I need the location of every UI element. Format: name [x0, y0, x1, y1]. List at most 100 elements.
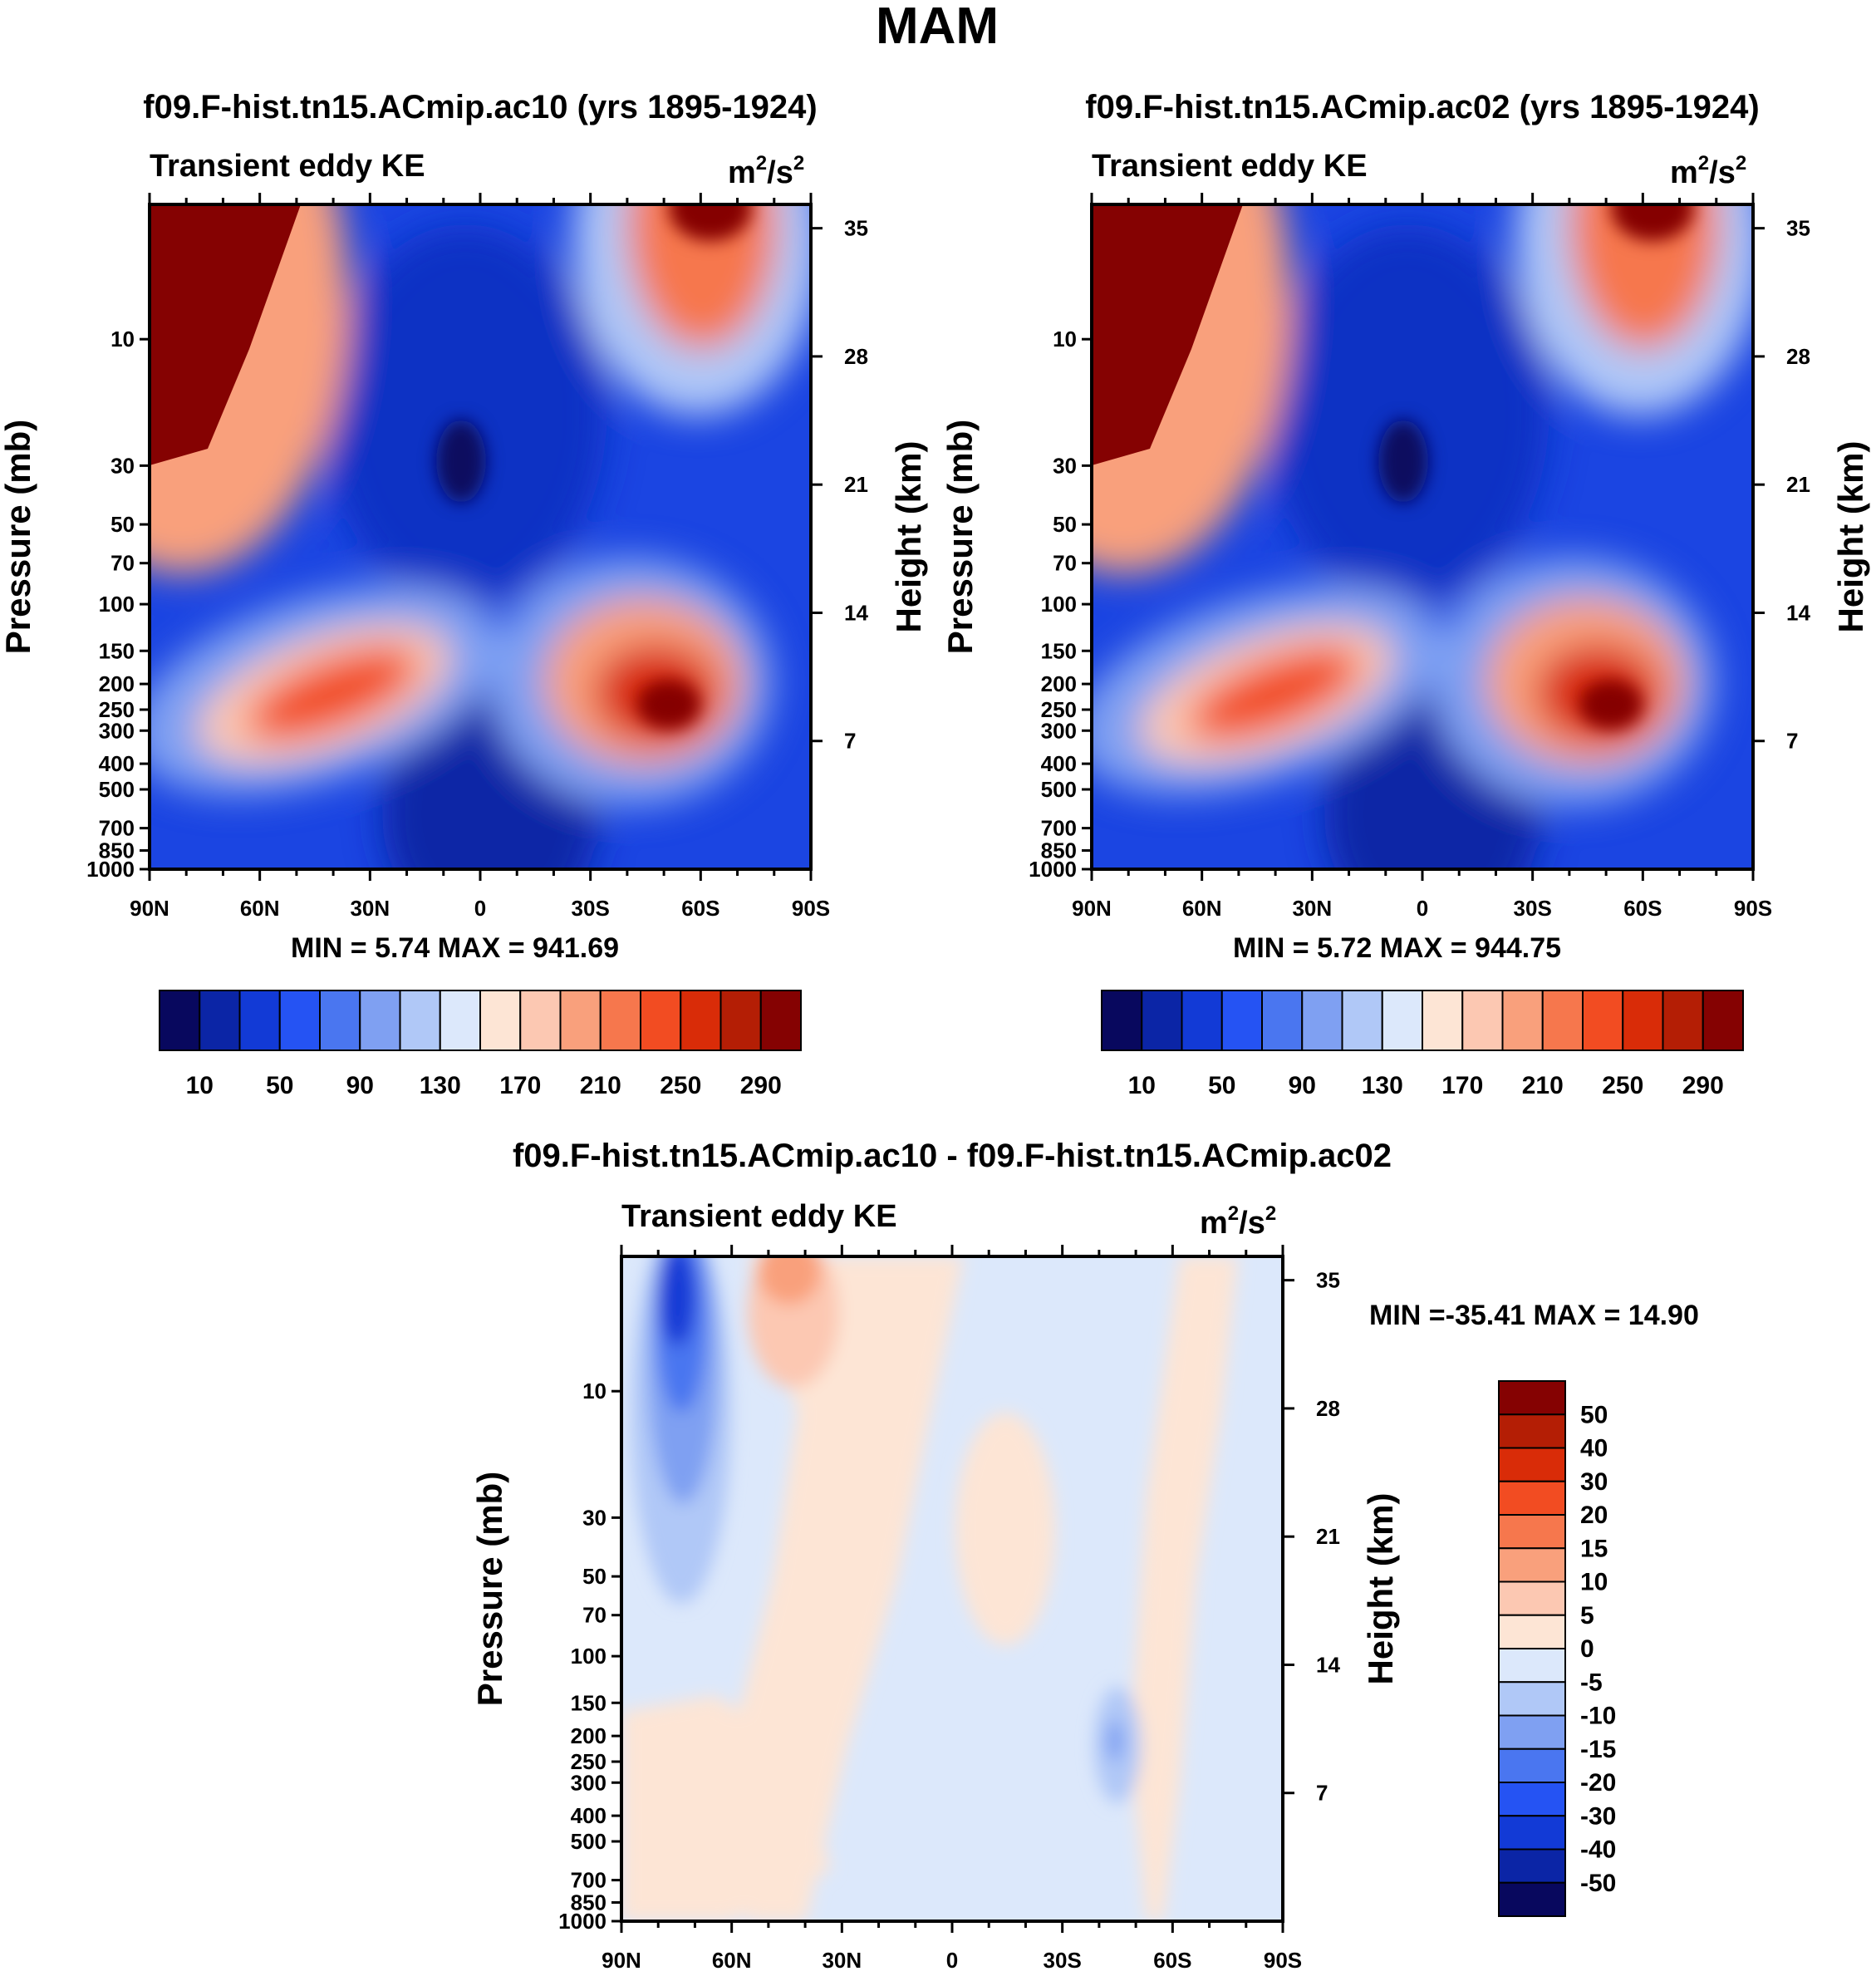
pressure-tick-label: 70: [110, 551, 135, 576]
units-label: m2/s2: [1200, 1202, 1276, 1241]
pressure-tick-label: 30: [582, 1505, 607, 1530]
colorbar-label: -15: [1580, 1736, 1616, 1763]
colorbar-box: [1498, 1580, 1566, 1616]
pressure-tick-label: 850: [571, 1890, 607, 1915]
colorbar-label: 130: [420, 1072, 461, 1099]
height-tick-label: 7: [1316, 1781, 1328, 1806]
pressure-tick-label: 400: [99, 751, 135, 776]
pressure-tick-label: 50: [582, 1564, 607, 1589]
colorbar-box: [599, 990, 641, 1051]
colorbar-label: 15: [1580, 1535, 1608, 1562]
field-nh-strat-max: [1092, 204, 1243, 465]
colorbar-label: 50: [1208, 1072, 1235, 1099]
colorbar-box: [319, 990, 361, 1051]
field-nh-jet-core: [1188, 647, 1361, 740]
colorbar-label: 10: [1128, 1072, 1156, 1099]
field-nh-jet-core: [246, 647, 419, 740]
colorbar-box: [1498, 1413, 1566, 1449]
pressure-tick-label: 150: [99, 638, 135, 663]
colorbar-label: -10: [1580, 1703, 1616, 1730]
colorbar-box: [479, 990, 522, 1051]
pressure-tick-label: 150: [571, 1690, 607, 1715]
field-sh-jet-max: [637, 680, 700, 730]
pressure-tick-label: 150: [1041, 638, 1077, 663]
lat-tick-label: 60N: [240, 896, 280, 921]
field-positive-top-core: [758, 1256, 821, 1305]
lat-tick-label: 60S: [681, 896, 719, 921]
lat-tick-label: 30N: [350, 896, 390, 921]
lat-tick-label: 0: [474, 896, 486, 921]
field-upper-trough: [324, 224, 607, 607]
colorbar-box: [1498, 1648, 1566, 1684]
pressure-tick-label: 50: [1053, 512, 1077, 537]
panel-ac10: f09.F-hist.tn15.ACmip.ac10 (yrs 1895-192…: [0, 89, 928, 1099]
colorbar-box: [1498, 1848, 1566, 1884]
pressure-tick-label: 250: [571, 1749, 607, 1774]
colorbar-box: [1141, 990, 1183, 1051]
colorbar-box: [1341, 990, 1383, 1051]
colorbar-box: [1702, 990, 1744, 1051]
pressure-tick-label: 10: [582, 1379, 607, 1403]
pressure-tick-label: 300: [99, 718, 135, 743]
colorbar-box: [278, 990, 321, 1051]
pressure-tick-label: 250: [99, 697, 135, 722]
height-tick-label: 7: [844, 729, 856, 754]
colorbar-label: 170: [1441, 1072, 1483, 1099]
diff-axis-ticks: 1030507010015020025030040050070085010003…: [558, 1245, 1340, 1973]
height-tick-label: 21: [1316, 1524, 1340, 1549]
lat-tick-label: 90S: [792, 896, 830, 921]
pressure-tick-label: 500: [1041, 777, 1077, 802]
pressure-tick-label: 500: [99, 777, 135, 802]
colorbar-box: [1498, 1380, 1566, 1416]
pressure-tick-label: 200: [571, 1723, 607, 1748]
panel-subtitle: Transient eddy KE: [621, 1199, 897, 1234]
colorbar-label: 10: [186, 1072, 214, 1099]
colorbar-box: [1498, 1480, 1566, 1516]
ylabel-height: Height (km): [1831, 441, 1870, 633]
colorbar-label: 50: [266, 1072, 293, 1099]
height-tick-label: 21: [1786, 472, 1810, 497]
pressure-tick-label: 100: [1041, 592, 1077, 617]
lat-tick-label: 90N: [602, 1948, 641, 1973]
ylabel-pressure: Pressure (mb): [940, 420, 980, 654]
colorbar-box: [1261, 990, 1304, 1051]
min-max-label: MIN = 5.74 MAX = 941.69: [291, 932, 619, 964]
colorbar-box: [399, 990, 441, 1051]
colorbar-box: [1541, 990, 1584, 1051]
lat-tick-label: 60N: [712, 1948, 752, 1973]
colorbar-box: [719, 990, 762, 1051]
colorbar-box: [1498, 1614, 1566, 1649]
colorbar-box: [1498, 1881, 1566, 1917]
lat-tick-label: 60S: [1153, 1948, 1191, 1973]
min-max-label: MIN =-35.41 MAX = 14.90: [1369, 1300, 1699, 1331]
contour-field: [1092, 204, 1753, 869]
pressure-tick-label: 10: [110, 327, 135, 351]
field-sh-jet-max: [1579, 680, 1643, 730]
colorbar-box: [359, 990, 401, 1051]
colorbar-box: [1422, 990, 1464, 1051]
colorbar-box: [1662, 990, 1704, 1051]
field-sh-strat-max: [669, 204, 752, 241]
colorbar: 10 50 90 130 170 210 250 290: [1101, 990, 1744, 1099]
field-upper-trough: [1266, 224, 1549, 607]
right-axis-ticks: 1030507010015020025030040050070085010003…: [1029, 193, 1810, 921]
lat-tick-label: 30S: [1044, 1948, 1082, 1973]
lat-tick-label: 90S: [1264, 1948, 1302, 1973]
colorbar-label: -20: [1580, 1769, 1616, 1797]
colorbar-box: [1498, 1447, 1566, 1482]
field-negative-sh-core: [1107, 1720, 1123, 1762]
pressure-tick-label: 1000: [1029, 857, 1077, 882]
colorbar-box: [1301, 990, 1343, 1051]
lat-tick-label: 30S: [572, 896, 610, 921]
pressure-tick-label: 700: [99, 816, 135, 841]
colorbar-label: 30: [1580, 1468, 1608, 1496]
field-sh-strat-core: [1569, 204, 1719, 349]
units-label: m2/s2: [1670, 152, 1746, 190]
height-tick-label: 14: [1316, 1652, 1340, 1677]
colorbar-label: 20: [1580, 1502, 1608, 1529]
lat-tick-label: 60N: [1182, 896, 1222, 921]
figure-title: MAM: [876, 0, 999, 55]
colorbar-label: 210: [580, 1072, 621, 1099]
colorbar-box: [1498, 1748, 1566, 1783]
